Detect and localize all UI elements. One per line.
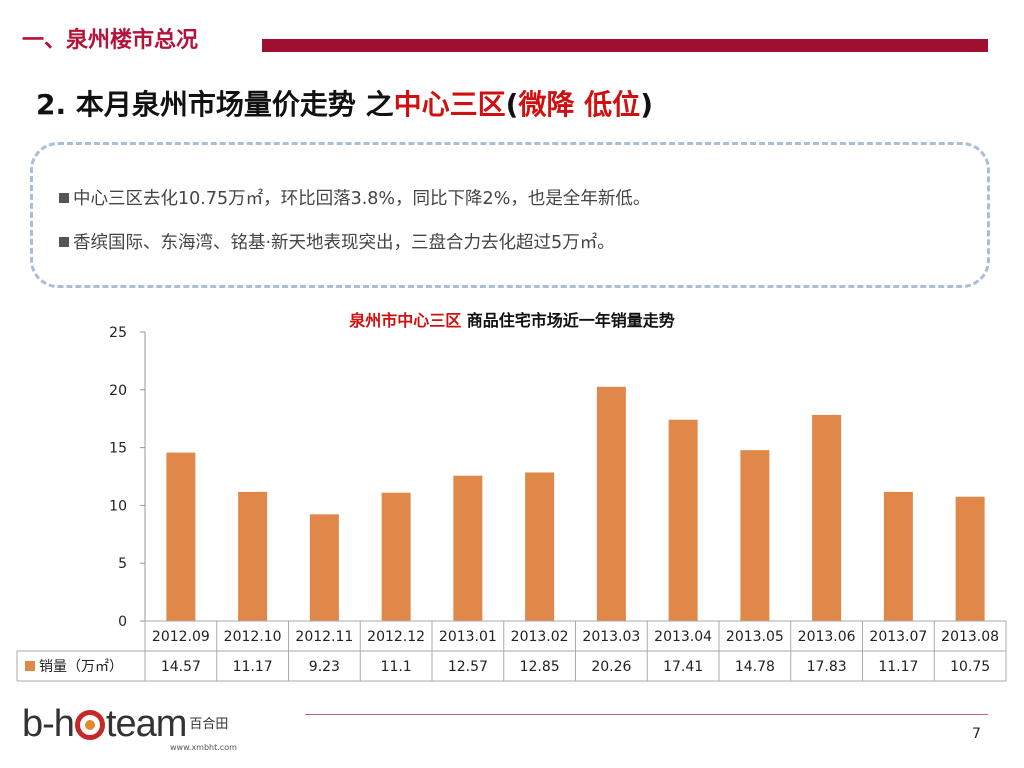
logo-text-right: team — [105, 703, 187, 745]
x-category-label: 2013.03 — [582, 629, 640, 645]
bullet-square-icon — [59, 237, 69, 247]
data-value-label: 12.85 — [520, 659, 560, 675]
header-bar — [262, 39, 988, 52]
bar — [883, 491, 913, 621]
data-value-label: 14.57 — [161, 659, 201, 675]
chart-title: 泉州市中心三区 商品住宅市场近一年销量走势 — [0, 307, 1024, 331]
bar — [596, 386, 626, 621]
bullet-square-icon — [59, 193, 69, 203]
x-category-label: 2012.12 — [367, 629, 425, 645]
data-value-label: 17.41 — [663, 659, 703, 675]
x-category-label: 2013.01 — [439, 629, 497, 645]
data-value-label: 11.17 — [233, 659, 273, 675]
chart-title-highlight: 泉州市中心三区 — [349, 311, 462, 330]
page-number: 7 — [972, 726, 981, 742]
bar — [309, 514, 339, 621]
bar — [166, 452, 196, 621]
y-tick-label: 25 — [109, 325, 127, 341]
data-value-label: 12.57 — [448, 659, 488, 675]
data-value-label: 11.17 — [878, 659, 918, 675]
data-value-label: 9.23 — [309, 659, 340, 675]
x-category-label: 2012.10 — [224, 629, 282, 645]
bar — [525, 472, 555, 621]
summary-bullet-2-text: 香缤国际、东海湾、铭基·新天地表现突出，三盘合力去化超过5万㎡。 — [73, 233, 615, 253]
data-value-label: 11.1 — [381, 659, 412, 675]
bar — [381, 492, 411, 621]
x-category-label: 2013.07 — [869, 629, 927, 645]
legend-series-name: 销量（万㎡） — [39, 659, 123, 675]
x-category-label: 2012.09 — [152, 629, 210, 645]
summary-bullet-1: 中心三区去化10.75万㎡，环比回落3.8%，同比下降2%，也是全年新低。 — [59, 185, 650, 210]
page-title-paren-highlight: 微降 低位 — [518, 88, 641, 121]
page-title-paren-close: ) — [640, 88, 653, 121]
x-category-label: 2013.02 — [511, 629, 569, 645]
y-tick-label: 0 — [118, 614, 127, 630]
y-tick-label: 15 — [109, 441, 127, 457]
company-logo: b-h team 百合田 www.xmbht.com — [22, 703, 237, 752]
page-title-highlight: 中心三区 — [393, 88, 506, 121]
x-category-label: 2013.05 — [726, 629, 784, 645]
page-title-prefix: 2. 本月泉州市场量价走势 之 — [36, 88, 394, 121]
footer-divider — [305, 714, 988, 715]
legend-swatch — [25, 661, 35, 671]
x-category-label: 2013.08 — [941, 629, 999, 645]
y-tick-label: 20 — [109, 383, 127, 399]
bar — [955, 496, 985, 621]
data-value-label: 17.83 — [807, 659, 847, 675]
logo-url: www.xmbht.com — [170, 743, 237, 752]
section-title: 一、泉州楼市总况 — [22, 28, 199, 53]
data-value-label: 20.26 — [591, 659, 631, 675]
summary-box: 中心三区去化10.75万㎡，环比回落3.8%，同比下降2%，也是全年新低。 香缤… — [30, 142, 990, 288]
logo-chinese: 百合田 — [189, 716, 229, 732]
bar — [668, 419, 698, 621]
bar — [238, 491, 268, 621]
bar — [812, 414, 842, 621]
y-axis: 0 5 10 15 20 25 — [109, 325, 146, 630]
bar — [453, 475, 483, 621]
data-value-label: 10.75 — [950, 659, 990, 675]
bars — [166, 386, 985, 621]
chart-title-rest: 商品住宅市场近一年销量走势 — [461, 311, 675, 330]
logo-text-left: b-h — [22, 703, 75, 745]
y-tick-label: 10 — [109, 498, 127, 514]
page-title-paren-open: ( — [505, 88, 519, 121]
summary-bullet-1-text: 中心三区去化10.75万㎡，环比回落3.8%，同比下降2%，也是全年新低。 — [73, 189, 651, 209]
x-category-label: 2013.06 — [798, 629, 856, 645]
y-tick-label: 5 — [118, 556, 127, 572]
x-category-label: 2012.11 — [295, 629, 353, 645]
x-category-label: 2013.04 — [654, 629, 712, 645]
data-table: 2012.09 2012.10 2012.11 2012.12 2013.01 2013.… — [16, 620, 1007, 682]
bar — [740, 450, 770, 621]
page-title: 2. 本月泉州市场量价走势 之中心三区(微降 低位) — [36, 83, 653, 123]
summary-bullet-2: 香缤国际、东海湾、铭基·新天地表现突出，三盘合力去化超过5万㎡。 — [59, 229, 615, 254]
data-value-label: 14.78 — [735, 659, 775, 675]
logo-swirl-icon — [74, 709, 105, 740]
